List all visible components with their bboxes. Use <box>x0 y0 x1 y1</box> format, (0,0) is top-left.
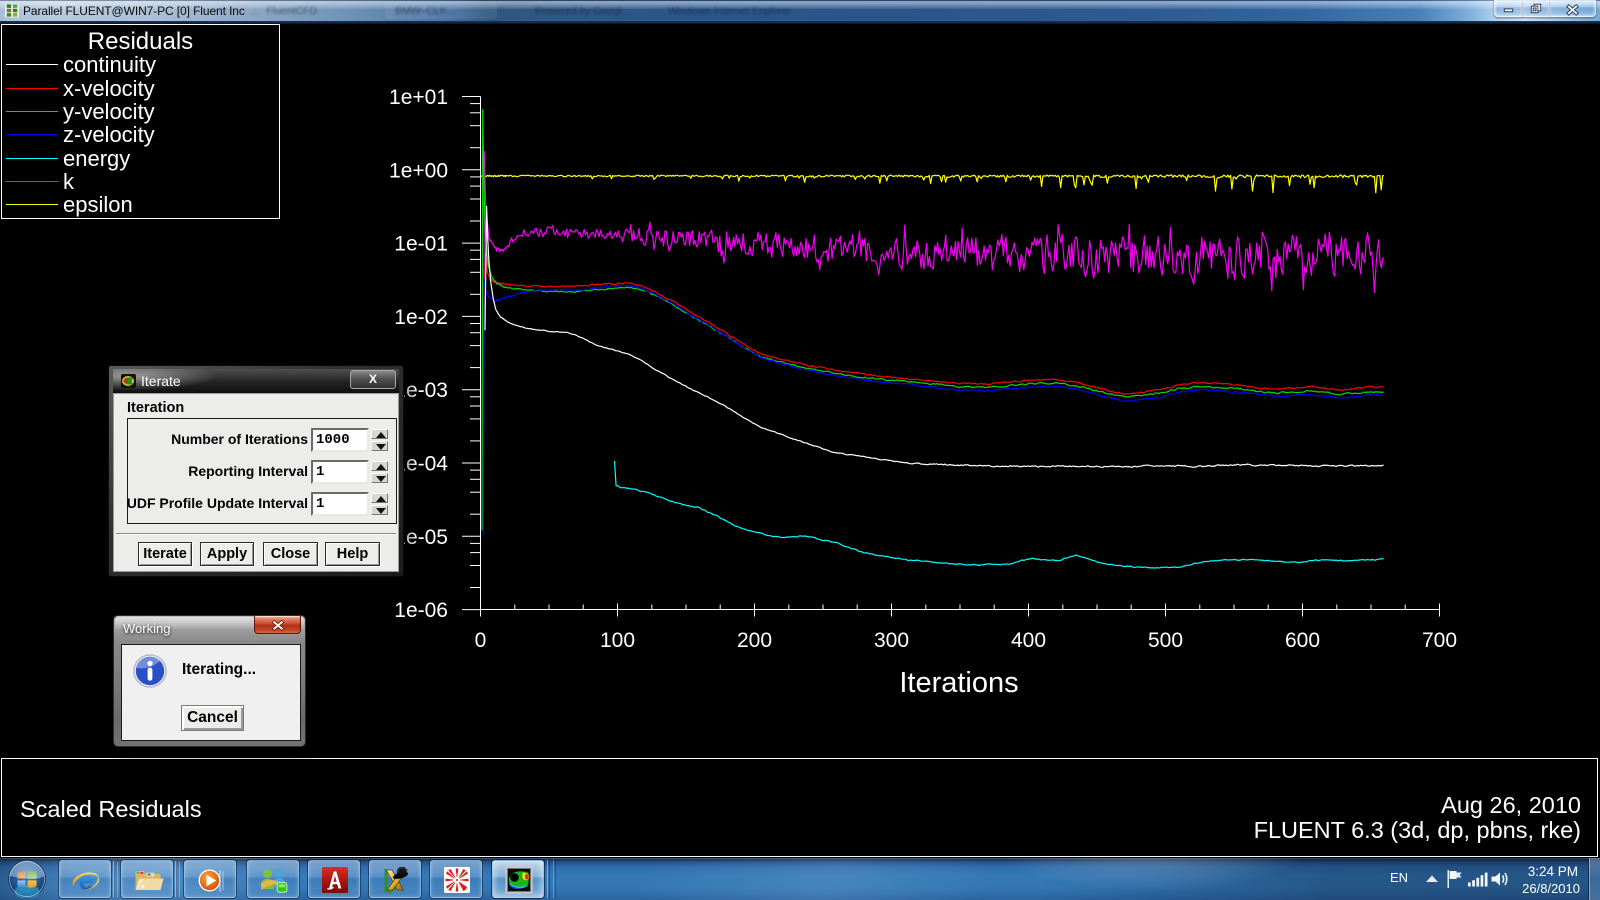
svg-text:500: 500 <box>1148 629 1183 652</box>
svg-text:0: 0 <box>475 629 487 652</box>
svg-text:700: 700 <box>1422 629 1457 652</box>
svg-text:1e-01: 1e-01 <box>394 233 448 256</box>
svg-text:1e+00: 1e+00 <box>389 159 448 182</box>
svg-text:200: 200 <box>737 629 772 652</box>
svg-text:1e-04: 1e-04 <box>394 453 448 476</box>
svg-text:e: e <box>79 866 94 896</box>
svg-text:Iterations: Iterations <box>899 667 1018 699</box>
svg-text:600: 600 <box>1285 629 1320 652</box>
svg-text:1e-02: 1e-02 <box>394 306 448 329</box>
svg-text:1e-05: 1e-05 <box>394 526 448 549</box>
svg-text:100: 100 <box>600 629 635 652</box>
svg-text:400: 400 <box>1011 629 1046 652</box>
svg-text:1e+01: 1e+01 <box>389 86 448 109</box>
svg-text:1e-06: 1e-06 <box>394 599 448 622</box>
svg-text:300: 300 <box>874 629 909 652</box>
svg-text:1e-03: 1e-03 <box>394 379 448 402</box>
